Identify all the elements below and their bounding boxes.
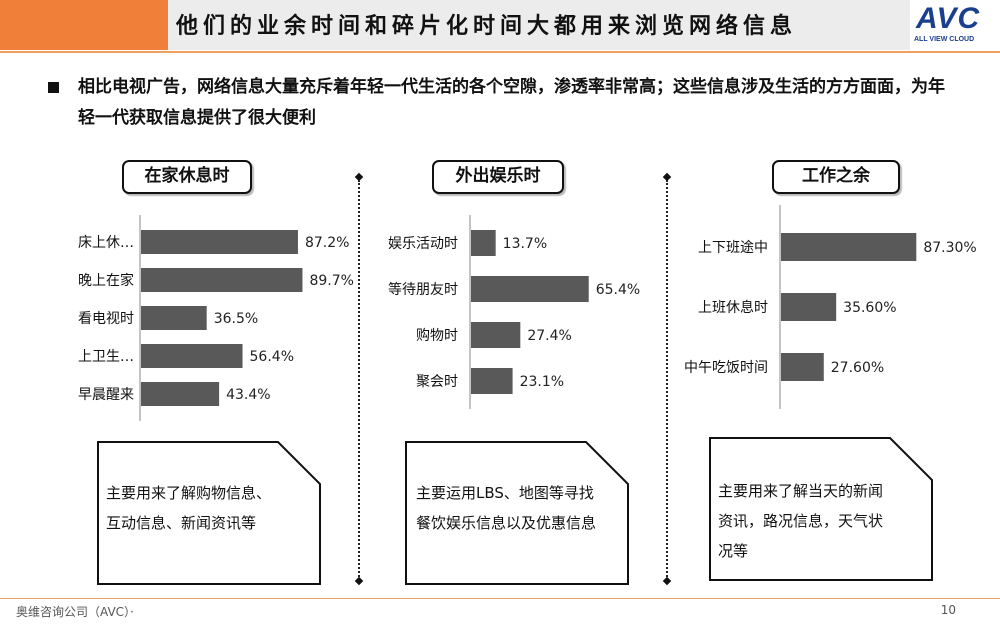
chart-category-label: 聚会时 [416, 374, 458, 390]
chart-outing-svg: 娱乐活动时 13.7% 等待朋友时 65.4% 购物时 27.4% 聚会时 23.1% [388, 215, 640, 409]
chart-bar [471, 322, 521, 348]
footer-divider [0, 598, 1000, 599]
chart-value-label: 65.4% [596, 282, 640, 298]
chart-value-label: 56.4% [250, 349, 294, 365]
note-outing-text: 主要运用LBS、地图等寻找餐饮娱乐信息以及优惠信息 [416, 484, 597, 532]
chart-category-label: 上卫生… [78, 349, 134, 365]
page-title: 他们的业余时间和碎片化时间大都用来浏览网络信息 [176, 13, 798, 39]
section-label-outing: 外出娱乐时 [432, 160, 564, 194]
divider-line-2 [666, 180, 668, 580]
chart-home: 床上休… 87.2% 晚上在家 89.7% 看电视时 36.5% 上卫生… 56.4% 早晨醒来… [30, 215, 354, 421]
note-work-shape [709, 437, 933, 581]
chart-value-label: 87.30% [923, 240, 976, 256]
chart-work-svg: 上下班途中 87.30% 上班休息时 35.60% 中午吃饭时间 27.60% [684, 205, 977, 409]
summary-text: 相比电视广告，网络信息大量充斥着年轻一代生活的各个空隙，渗透率非常高；这些信息涉… [78, 77, 945, 128]
chart-category-label: 上下班途中 [698, 239, 768, 256]
avc-logo: AVC ALL VIEW CLOUD [912, 2, 996, 46]
chart-category-label: 中午吃饭时间 [684, 360, 768, 376]
chart-category-label: 等待朋友时 [388, 281, 458, 298]
chart-category-label: 娱乐活动时 [388, 236, 458, 252]
chart-bar [781, 353, 824, 381]
chart-value-label: 23.1% [520, 374, 564, 390]
header-accent-block [0, 0, 168, 50]
divider-dot-bottom-1 [354, 576, 364, 586]
chart-bar [471, 230, 496, 256]
chart-bar [141, 230, 298, 254]
chart-value-label: 13.7% [503, 236, 547, 252]
chart-bar [141, 306, 207, 330]
footer-company: 奥维咨询公司（AVC）· [16, 605, 134, 619]
header-divider [0, 51, 1000, 53]
chart-value-label: 36.5% [214, 311, 258, 327]
chart-category-label: 晚上在家 [78, 272, 134, 289]
title-bar [168, 0, 910, 50]
chart-bar [781, 293, 837, 321]
note-home: 主要用来了解购物信息、互动信息、新闻资讯等 [96, 440, 322, 586]
chart-outing: 娱乐活动时 13.7% 等待朋友时 65.4% 购物时 27.4% 聚会时 23.1% [360, 215, 650, 409]
chart-value-label: 35.60% [843, 300, 896, 316]
chart-value-label: 43.4% [226, 387, 270, 403]
chart-category-label: 床上休… [78, 235, 134, 251]
note-outing: 主要运用LBS、地图等寻找餐饮娱乐信息以及优惠信息 [404, 440, 630, 586]
bullet-square-icon [48, 82, 59, 93]
page-number: 10 [940, 603, 956, 617]
chart-bar [471, 368, 513, 394]
section-label-work: 工作之余 [772, 160, 900, 194]
chart-category-label: 早晨醒来 [78, 387, 134, 403]
chart-home-svg: 床上休… 87.2% 晚上在家 89.7% 看电视时 36.5% 上卫生… 56.4% 早晨醒来… [78, 215, 354, 421]
note-work: 主要用来了解当天的新闻资讯，路况信息，天气状况等 [708, 436, 934, 582]
divider-dot-bottom-2 [662, 576, 672, 586]
chart-value-label: 89.7% [309, 273, 353, 289]
chart-work: 上下班途中 87.30% 上班休息时 35.60% 中午吃饭时间 27.60% [670, 205, 990, 409]
section-label-home: 在家休息时 [122, 160, 252, 194]
chart-bar [471, 276, 589, 302]
chart-bar [141, 344, 243, 368]
note-home-text: 主要用来了解购物信息、互动信息、新闻资讯等 [106, 484, 272, 532]
note-work-text: 主要用来了解当天的新闻资讯，路况信息，天气状况等 [718, 482, 884, 560]
chart-bar [141, 268, 303, 292]
chart-category-label: 看电视时 [78, 311, 134, 327]
logo-subtitle: ALL VIEW CLOUD [914, 36, 975, 43]
note-outing-shape [405, 441, 629, 585]
chart-value-label: 27.60% [831, 360, 884, 376]
divider-line-1 [358, 180, 360, 580]
chart-bar [141, 382, 220, 406]
chart-category-label: 上班休息时 [698, 299, 768, 316]
note-home-shape [97, 441, 321, 585]
logo-word: AVC [916, 2, 981, 35]
chart-value-label: 87.2% [305, 235, 349, 251]
chart-value-label: 27.4% [527, 328, 571, 344]
chart-bar [781, 233, 917, 261]
chart-category-label: 购物时 [416, 328, 458, 344]
